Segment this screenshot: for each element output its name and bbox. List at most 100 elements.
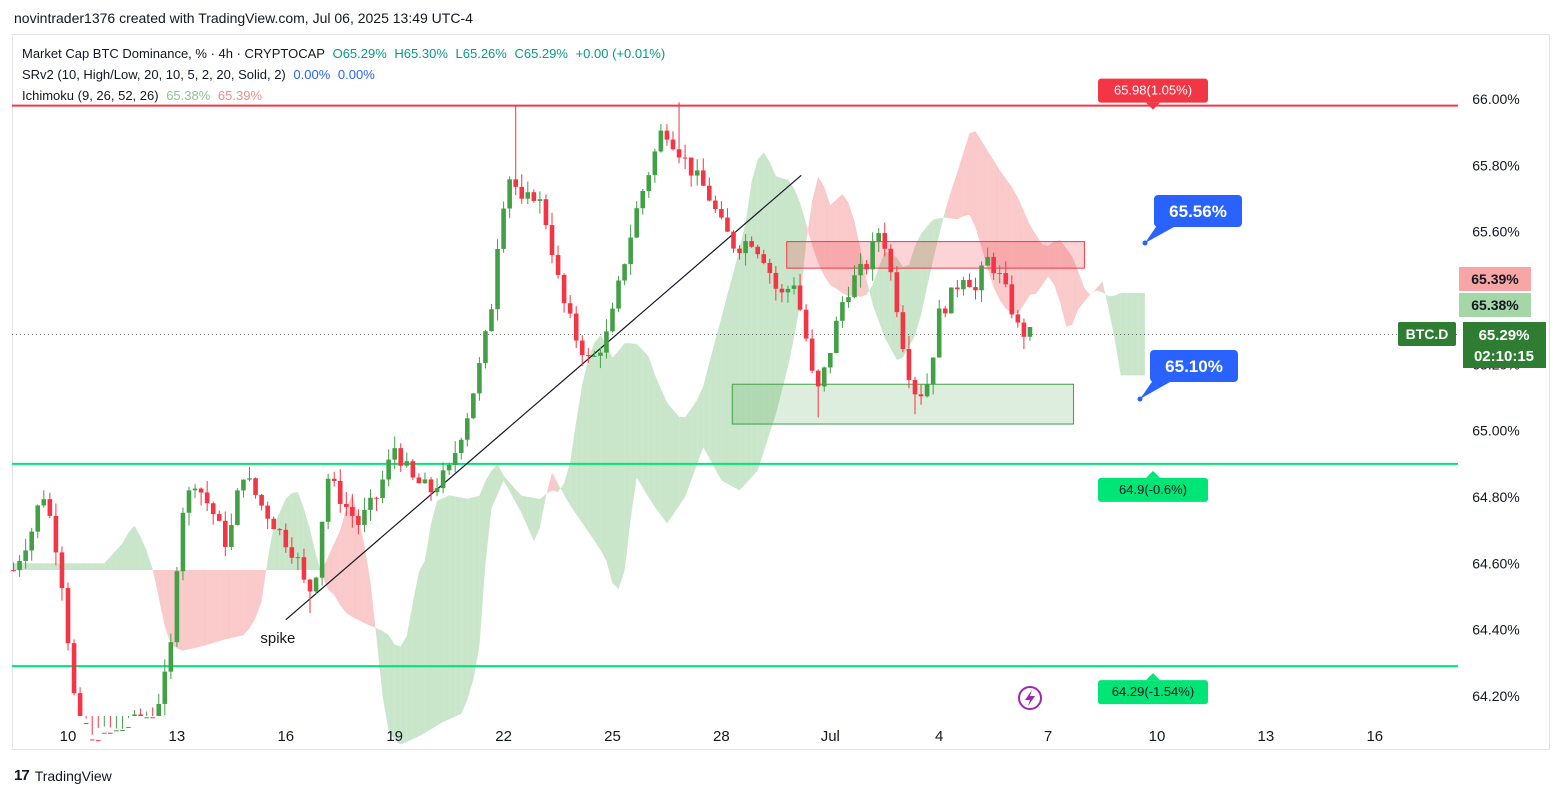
- candle-body: [737, 248, 742, 254]
- cloud-segment: [915, 233, 922, 336]
- cloud-segment: [745, 181, 752, 484]
- candle-body: [573, 313, 579, 341]
- candle-body: [725, 217, 730, 232]
- cloud-segment: [479, 480, 486, 647]
- candle-body: [610, 308, 615, 332]
- candle-body: [797, 285, 803, 310]
- candle-body: [676, 149, 682, 158]
- cloud-segment: [134, 525, 141, 570]
- candle-body: [779, 288, 785, 293]
- candle-body: [773, 272, 779, 289]
- cloud-segment: [74, 563, 81, 570]
- cloud-segment: [352, 494, 359, 620]
- cloud-segment: [1060, 240, 1067, 327]
- cloud-segment: [1030, 225, 1036, 295]
- price-tick-label: 65.80%: [1472, 157, 1519, 173]
- candle-body: [622, 264, 627, 281]
- cloud-segment: [878, 251, 885, 338]
- cloud-segment: [364, 544, 371, 626]
- candle-body: [428, 479, 434, 493]
- cloud-segment: [1084, 288, 1091, 302]
- candle-body: [204, 492, 210, 504]
- cloud-segment: [624, 343, 631, 571]
- cloud-segment: [49, 563, 56, 570]
- candle-body: [102, 732, 107, 734]
- cloud-segment: [673, 409, 680, 515]
- cloud-segment: [491, 464, 498, 509]
- cloud-segment: [1138, 293, 1145, 376]
- cloud-segment: [939, 210, 946, 235]
- candle-body: [277, 529, 283, 531]
- cloud-segment: [1132, 293, 1139, 376]
- candle-body: [53, 515, 59, 553]
- cloud-segment: [261, 560, 268, 602]
- cloud-segment: [860, 249, 867, 297]
- cloud-segment: [642, 350, 649, 498]
- candle-body: [525, 192, 531, 199]
- candle-body: [23, 550, 28, 561]
- candle-body: [368, 497, 373, 510]
- cloud-segment: [31, 563, 38, 570]
- cloud-segment: [104, 556, 111, 570]
- cloud-segment: [564, 462, 571, 506]
- cloud-segment: [449, 495, 456, 720]
- candle-body: [319, 521, 325, 578]
- cloud-segment: [25, 563, 32, 570]
- cloud-segment: [533, 497, 540, 542]
- candle-body: [634, 208, 639, 238]
- cloud-segment: [195, 570, 202, 648]
- legend-ichimoku-row[interactable]: Ichimoku (9, 26, 52, 26) 65.38% 65.39%: [22, 86, 266, 106]
- cloud-segment: [788, 179, 794, 368]
- legend-srv2-value-1: 0.00%: [293, 67, 331, 82]
- cloud-segment: [1054, 240, 1061, 303]
- candle-body: [126, 726, 131, 728]
- cloud-segment: [721, 293, 728, 484]
- candle-body: [979, 265, 984, 291]
- cloud-segment: [1090, 288, 1097, 296]
- cloud-segment: [297, 492, 304, 570]
- cloud-segment: [455, 496, 462, 717]
- cloud-segment: [806, 200, 813, 246]
- cloud-segment: [1036, 234, 1043, 294]
- candle-body: [561, 274, 567, 304]
- candle-body: [458, 439, 464, 454]
- candle-body: [325, 478, 331, 522]
- callout-text-0: 65.56%: [1169, 202, 1227, 221]
- candle-body: [961, 279, 966, 290]
- candle-body: [840, 302, 845, 321]
- legend-srv2-row[interactable]: SRv2 (10, High/Low, 20, 10, 5, 2, 20, So…: [22, 65, 379, 85]
- cloud-segment: [189, 570, 195, 650]
- candle-body: [749, 241, 754, 247]
- zones: [731, 241, 1085, 425]
- cloud-segment: [527, 496, 534, 542]
- candle-body: [821, 367, 827, 387]
- level-label-box-0: [1098, 78, 1208, 103]
- candle-body: [888, 248, 894, 273]
- candle-body: [259, 494, 264, 506]
- candle-body: [743, 241, 748, 254]
- candle-body: [410, 461, 416, 478]
- candle-body: [95, 740, 101, 742]
- candle-body: [664, 130, 670, 140]
- cloud-segment: [243, 570, 250, 636]
- candle-body: [331, 478, 337, 481]
- time-tick-label: 7: [1044, 728, 1052, 745]
- candle-body: [247, 478, 252, 480]
- candle-body: [301, 557, 307, 580]
- tradingview-brand: TradingView: [34, 767, 112, 784]
- axis-badge-text-red: 65.39%: [1471, 271, 1519, 287]
- cloud-segment: [818, 176, 825, 277]
- cloud-segment: [279, 498, 286, 570]
- callout-pointer-1: [1140, 376, 1170, 399]
- trendline: [285, 174, 802, 621]
- cloud-segment: [140, 536, 147, 570]
- cloud-segment: [691, 399, 698, 481]
- cloud-segment: [1072, 256, 1079, 325]
- tradingview-footer[interactable]: 17 TradingView: [14, 767, 112, 784]
- candle-body: [392, 448, 397, 460]
- price-tick-label: 64.80%: [1472, 489, 1519, 505]
- candle-body: [216, 514, 222, 521]
- tradingview-logo-icon: 17: [14, 767, 30, 784]
- candle-body: [991, 256, 996, 274]
